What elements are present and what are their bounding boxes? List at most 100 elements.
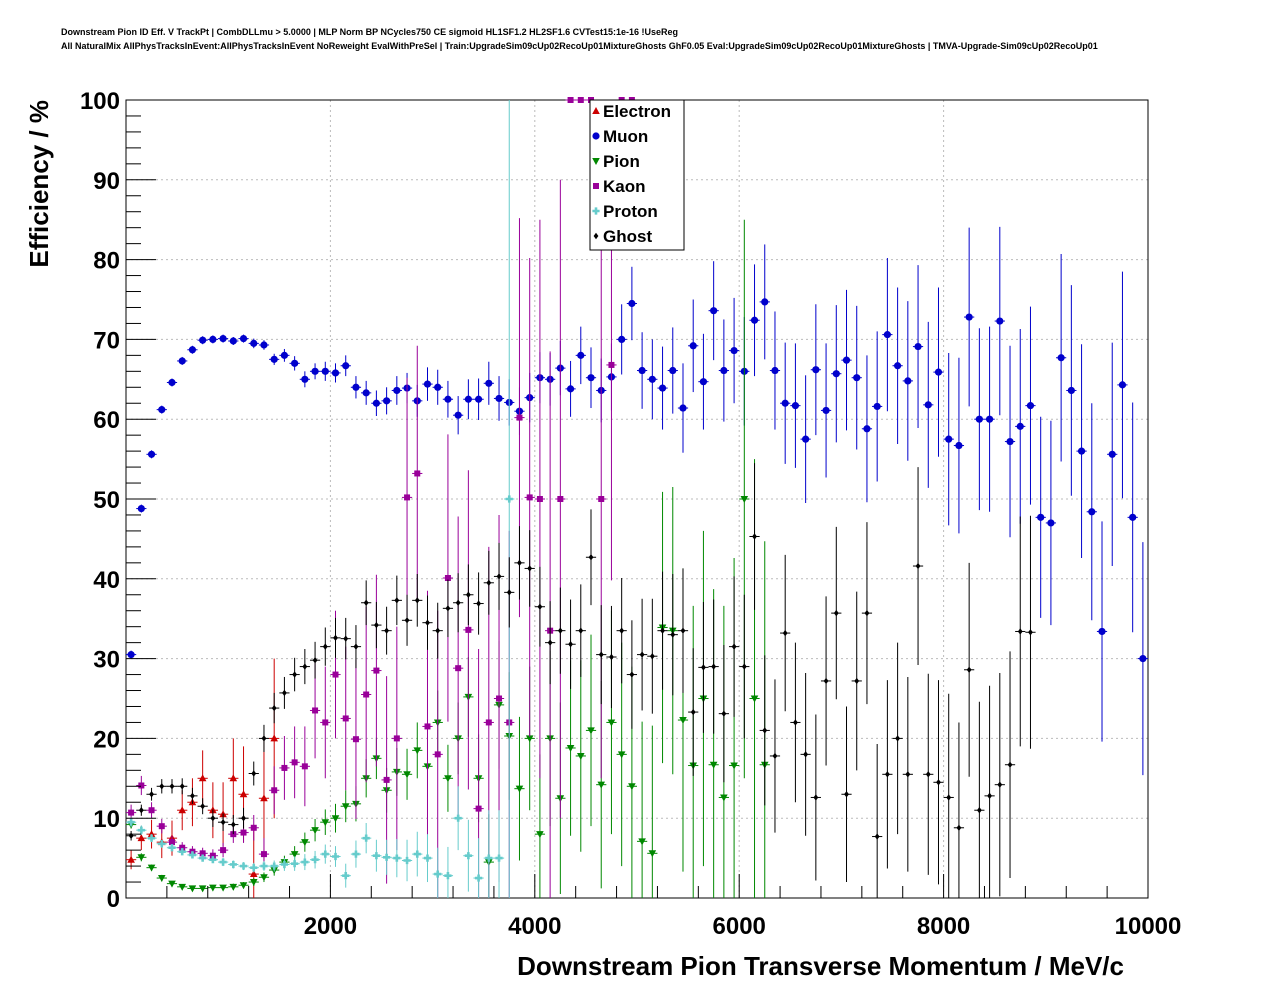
ghost-point [629, 671, 635, 678]
muon-point [474, 395, 483, 403]
proton-point [301, 858, 309, 866]
muon-point [750, 316, 759, 324]
ghost-point [384, 627, 390, 634]
proton-point [168, 844, 176, 852]
pion-point [536, 831, 544, 839]
pion-point [607, 719, 616, 727]
electron-point [137, 834, 146, 842]
ghost-point [833, 609, 839, 617]
ghost-point [578, 627, 584, 634]
kaon-point [271, 787, 278, 794]
kaon-point [260, 851, 267, 858]
proton-point [291, 860, 299, 868]
ghost-point [1007, 761, 1013, 768]
ghost-point [486, 579, 492, 586]
series-proton [126, 100, 515, 898]
kaon-point [138, 782, 145, 789]
ghost-point [609, 653, 614, 661]
ghost-point [660, 627, 665, 634]
ghost-point [230, 821, 236, 828]
kaon-point [475, 805, 482, 812]
ghost-point [169, 783, 175, 790]
ghost-point [997, 781, 1003, 788]
pion-point [617, 751, 626, 759]
proton-point [372, 852, 380, 860]
ghost-point [517, 559, 522, 567]
kaon-point [312, 707, 319, 714]
pion-point [403, 771, 411, 779]
pion-point [249, 879, 258, 887]
ghost-point [282, 689, 287, 697]
kaon-point [332, 671, 339, 678]
muon-point [658, 384, 667, 392]
ghost-point [966, 666, 972, 673]
muon-point [311, 367, 319, 375]
ghost-point [547, 639, 553, 646]
proton-point [178, 848, 186, 856]
kaon-point [393, 735, 400, 742]
ghost-point [813, 794, 819, 801]
proton-point [423, 854, 432, 862]
muon-point [1088, 508, 1096, 516]
muon-point [291, 359, 299, 367]
ghost-point [200, 803, 206, 810]
proton-point [464, 852, 472, 860]
legend-label: Proton [603, 202, 658, 221]
muon-point [147, 450, 156, 458]
proton-point [188, 851, 197, 859]
kaon-point [301, 763, 308, 770]
ghost-point [394, 597, 400, 604]
pion-point [638, 838, 646, 846]
ghost-point [925, 771, 931, 778]
muon-point [229, 337, 237, 345]
muon-point [934, 368, 943, 376]
ghost-point [823, 677, 829, 685]
proton-point [137, 826, 145, 834]
kaon-point [577, 97, 584, 103]
kaon-point [496, 695, 503, 702]
proton-point [199, 854, 207, 862]
pion-point [321, 819, 330, 827]
legend-marker [592, 207, 600, 215]
x-tick-label: 4000 [508, 913, 561, 940]
muon-point [393, 386, 401, 395]
ghost-point [261, 735, 267, 742]
muon-point [914, 342, 922, 351]
ghost-point [936, 779, 941, 786]
ghost-point [220, 818, 226, 826]
legend-entry-muon: Muon [592, 127, 648, 146]
x-tick-label: 10000 [1115, 913, 1182, 940]
muon-point [270, 355, 278, 363]
ghost-point [1017, 628, 1023, 635]
pion-point [137, 854, 146, 862]
ghost-point [568, 641, 573, 648]
ghost-point [251, 770, 257, 777]
muon-point [1139, 655, 1147, 663]
proton-point [505, 495, 513, 503]
ghost-point [782, 629, 788, 637]
pion-point [260, 874, 268, 882]
ghost-point [373, 621, 379, 629]
ghost-point [159, 783, 165, 790]
legend-marker [593, 183, 599, 189]
ghost-point [895, 735, 901, 742]
kaon-point [240, 829, 247, 836]
kaon-point [363, 691, 370, 698]
muon-point [434, 383, 442, 391]
y-tick-label: 50 [93, 487, 120, 514]
pion-point [219, 884, 227, 892]
pion-point [730, 762, 738, 770]
ghost-point [455, 599, 461, 606]
y-tick-label: 10 [93, 806, 120, 833]
electron-point [249, 870, 258, 878]
x-tick-label: 2000 [304, 913, 357, 940]
muon-point [1067, 386, 1075, 395]
ghost-point [946, 794, 952, 801]
ghost-point [292, 671, 298, 678]
muon-point [720, 366, 728, 375]
muon-point [761, 298, 769, 306]
muon-point [669, 366, 677, 375]
muon-point [331, 369, 340, 377]
ghost-point [905, 771, 911, 778]
